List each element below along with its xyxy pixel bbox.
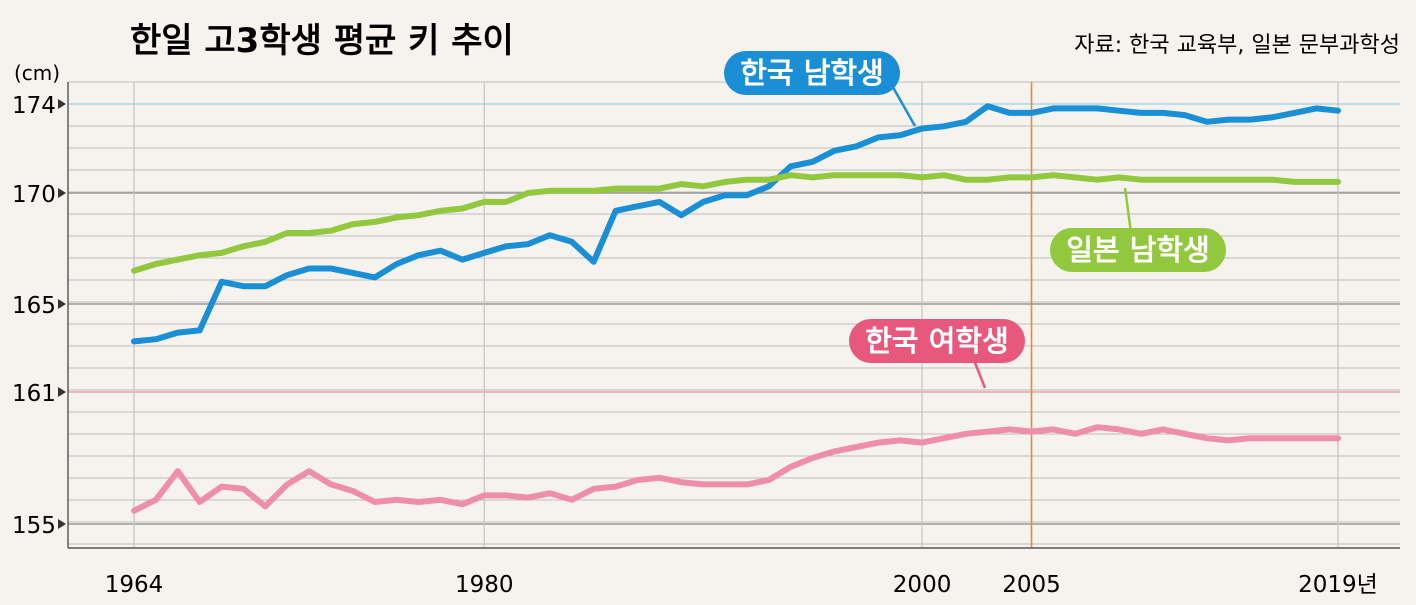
- series-label-bubble: [849, 319, 1025, 363]
- y-tick-label: 170: [12, 182, 56, 208]
- y-tick-label: 155: [12, 513, 56, 539]
- series-label-bubble: [724, 51, 900, 95]
- x-tick-label: 1980: [455, 572, 514, 598]
- series-line-2: [131, 424, 1341, 514]
- y-unit-label: (cm): [14, 61, 60, 85]
- y-tick-label: 161: [12, 381, 56, 407]
- x-tick-label: 1964: [105, 572, 164, 598]
- y-tick-arrow-icon: [58, 188, 66, 198]
- series-label-bubble: [1050, 228, 1226, 272]
- x-tick-label: 2000: [893, 572, 952, 598]
- label-leader-line: [888, 81, 917, 127]
- y-tick-label: 165: [12, 293, 56, 319]
- y-tick-label: 174: [12, 93, 56, 119]
- y-tick-arrow-icon: [58, 99, 66, 109]
- chart-source: 자료: 한국 교육부, 일본 문부과학성: [1074, 33, 1400, 58]
- grid: [68, 81, 1400, 548]
- series-label-text: 한국 남학생: [740, 56, 884, 90]
- y-tick-arrow-icon: [58, 299, 66, 309]
- x-tick-label: 2019년: [1298, 572, 1378, 598]
- series-line-1: [131, 172, 1341, 274]
- series-label-text: 일본 남학생: [1066, 233, 1210, 267]
- series-line-0: [131, 103, 1341, 345]
- chart-title: 한일 고3학생 평균 키 추이: [130, 21, 514, 61]
- y-tick-arrow-icon: [58, 519, 66, 529]
- axes: 155 161 165 170 174 1964 1980 2000 2005 2019년: [12, 82, 1400, 598]
- y-tick-arrow-icon: [58, 387, 66, 397]
- series-lines: [131, 103, 1341, 514]
- x-tick-label: 2005: [1002, 572, 1061, 598]
- series-label-text: 한국 여학생: [865, 324, 1009, 358]
